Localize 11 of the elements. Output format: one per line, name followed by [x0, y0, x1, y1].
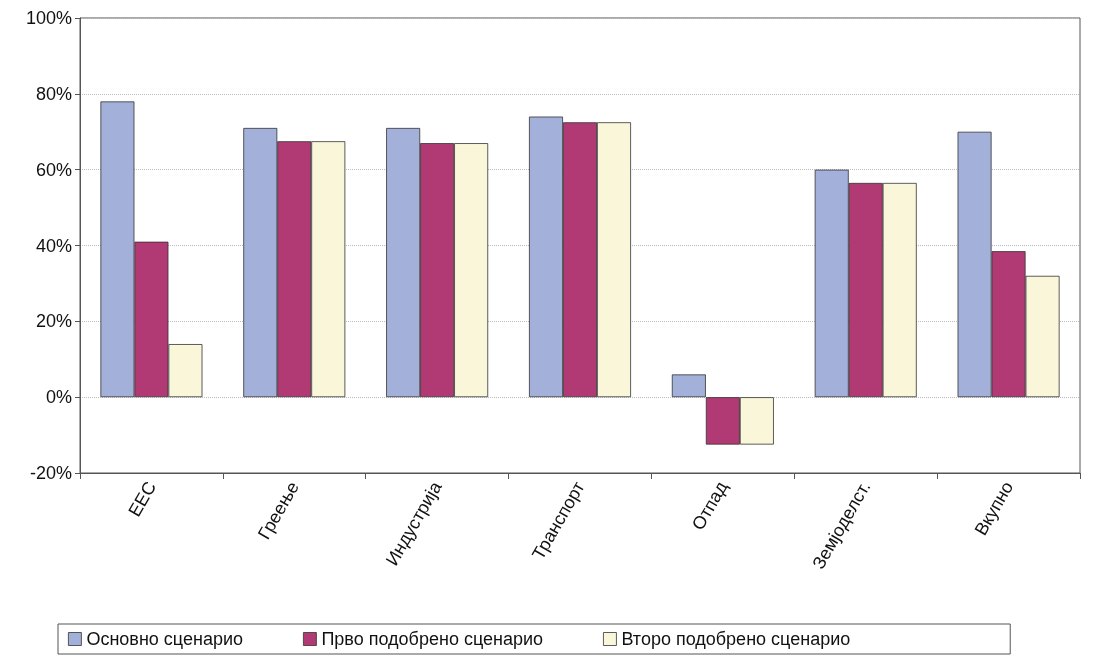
y-tick-label: 100% — [25, 8, 72, 28]
y-tick-label: -20% — [29, 463, 72, 483]
y-tick-label: 80% — [35, 83, 72, 104]
y-tick-label: 40% — [35, 235, 72, 256]
y-tick-label: 60% — [35, 159, 72, 180]
legend-label: Основно сценарио — [86, 629, 244, 649]
y-tick-label: 0% — [45, 387, 72, 408]
y-tick-label: 20% — [35, 311, 72, 332]
legend-label: Прво подобрено сценарио — [321, 629, 544, 649]
bar — [671, 374, 706, 398]
legend-label: Второ подобрено сценарио — [621, 629, 851, 649]
